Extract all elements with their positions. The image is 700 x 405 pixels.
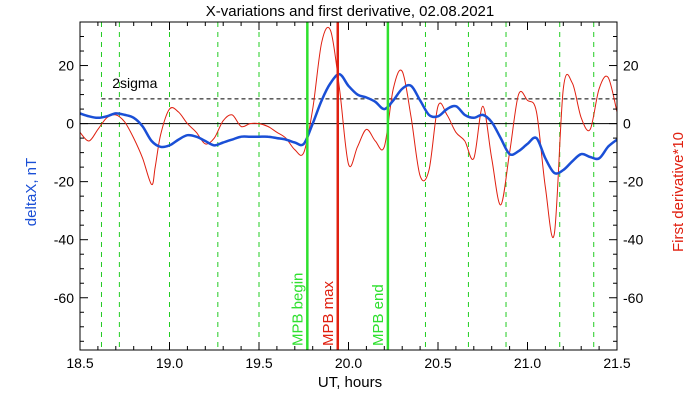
threshold-label: 2sigma: [112, 75, 157, 91]
y-axis-label-left: deltaX, nT: [23, 158, 40, 226]
x-tick-label: 18.5: [66, 355, 93, 371]
y-tick-label-left: -40: [54, 232, 74, 248]
x-tick-label: 21.0: [514, 355, 541, 371]
plot-area: 2sigma MPB begin MPB max MPB end 18.5 19.0 19.…: [54, 21, 643, 371]
x-tick-label: 19.5: [245, 355, 272, 371]
series-line-deltax: [80, 72, 617, 175]
y-tick-label-right: -40: [623, 232, 643, 248]
y-tick-label-right: -60: [623, 290, 643, 306]
mpb-marker-label: MPB begin: [289, 273, 306, 346]
mpb-marker-label: MPB max: [320, 280, 337, 346]
x-tick-label: 20.5: [424, 355, 451, 371]
x-tick-label: 20.0: [335, 355, 362, 371]
y-tick-label-right: 20: [623, 58, 639, 74]
y-axis-label-right: First derivative*10: [670, 132, 687, 252]
y-tick-label-left: -20: [54, 174, 74, 190]
y-tick-label-left: -60: [54, 290, 74, 306]
x-axis-label: UT, hours: [318, 374, 382, 391]
plot-frame: [79, 21, 618, 351]
x-tick-label: 19.0: [156, 355, 183, 371]
y-tick-label-right: 0: [623, 116, 631, 132]
x-tick-label: 21.5: [603, 355, 630, 371]
y-tick-label-right: -20: [623, 174, 643, 190]
series-line-derivative: [80, 26, 617, 238]
mpb-marker-label: MPB end: [370, 284, 387, 346]
chart-title: X-variations and first derivative, 02.08…: [206, 3, 495, 20]
y-tick-label-left: 20: [58, 58, 74, 74]
y-tick-label-left: 0: [66, 116, 74, 132]
